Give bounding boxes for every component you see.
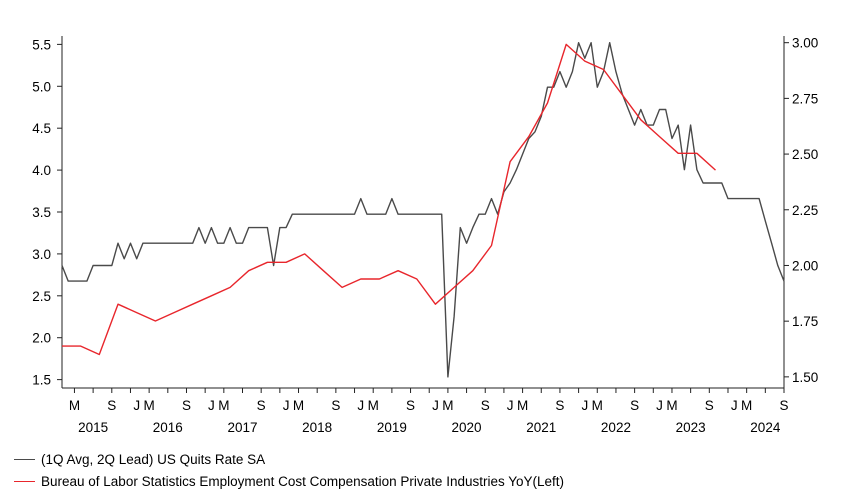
- x-year-label: 2015: [78, 420, 108, 435]
- left-tick-label: 5.0: [32, 79, 51, 94]
- x-month-label: J: [208, 398, 215, 413]
- x-month-label: M: [69, 398, 80, 413]
- left-tick-label: 2.0: [32, 331, 51, 346]
- x-month-label: S: [406, 398, 415, 413]
- x-year-label: 2019: [377, 420, 407, 435]
- chart-lines: [61, 42, 785, 378]
- x-month-label: J: [507, 398, 514, 413]
- right-tick-label: 2.00: [792, 258, 818, 273]
- x-month-label: M: [666, 398, 677, 413]
- left-tick-label: 3.0: [32, 247, 51, 262]
- x-month-label: M: [293, 398, 304, 413]
- x-month-label: S: [705, 398, 714, 413]
- left-tick-label: 4.5: [32, 121, 51, 136]
- right-tick-label: 2.25: [792, 203, 818, 218]
- x-year-label: 2020: [452, 420, 482, 435]
- x-year-label: 2023: [676, 420, 706, 435]
- right-tick-label: 2.75: [792, 91, 818, 106]
- x-month-label: M: [517, 398, 528, 413]
- legend-swatch-quits: [14, 459, 35, 460]
- left-tick-label: 5.5: [32, 37, 51, 52]
- left-tick-label: 3.5: [32, 205, 51, 220]
- x-month-label: J: [432, 398, 439, 413]
- right-tick-label: 2.50: [792, 147, 818, 162]
- x-month-label: S: [107, 398, 116, 413]
- x-month-label: M: [741, 398, 752, 413]
- x-month-label: J: [133, 398, 140, 413]
- x-month-label: S: [779, 398, 788, 413]
- x-month-label: M: [442, 398, 453, 413]
- right-tick-label: 3.00: [792, 36, 818, 51]
- x-year-label: 2022: [601, 420, 631, 435]
- x-year-label: 2024: [750, 420, 781, 435]
- chart-axes: [57, 36, 789, 393]
- x-month-label: J: [731, 398, 738, 413]
- right-tick-label: 1.50: [792, 370, 818, 385]
- legend-entry-ecc: Bureau of Labor Statistics Employment Co…: [14, 474, 564, 489]
- x-month-label: J: [656, 398, 663, 413]
- legend-label-ecc: Bureau of Labor Statistics Employment Co…: [41, 474, 565, 489]
- x-month-label: J: [581, 398, 588, 413]
- x-year-label: 2017: [227, 420, 257, 435]
- x-year-label: 2021: [526, 420, 556, 435]
- x-month-label: S: [331, 398, 340, 413]
- series-line-employment-cost: [62, 43, 716, 356]
- x-month-label: J: [283, 398, 290, 413]
- series-line-quits-rate: [61, 42, 785, 378]
- legend-label-quits: (1Q Avg, 2Q Lead) US Quits Rate SA: [41, 452, 266, 467]
- x-year-label: 2016: [153, 420, 183, 435]
- chart-tick-labels: 1.5 2.0 2.5 3.0 3.5 4.0 4.5 5.0 5.5 1.50 1.75 2.00 2…: [32, 36, 818, 435]
- left-tick-label: 1.5: [32, 373, 51, 388]
- x-month-label: M: [592, 398, 603, 413]
- x-month-label: S: [630, 398, 639, 413]
- x-year-label: 2018: [302, 420, 332, 435]
- x-month-label: M: [368, 398, 379, 413]
- x-month-label: M: [218, 398, 229, 413]
- left-tick-label: 4.0: [32, 163, 51, 178]
- left-tick-label: 2.5: [32, 289, 51, 304]
- x-month-label: S: [481, 398, 490, 413]
- x-month-label: M: [144, 398, 155, 413]
- x-month-label: J: [357, 398, 364, 413]
- x-month-label: S: [257, 398, 266, 413]
- right-tick-label: 1.75: [792, 314, 818, 329]
- legend-swatch-ecc: [14, 481, 35, 482]
- x-month-label: S: [555, 398, 564, 413]
- x-month-label: S: [182, 398, 191, 413]
- legend-entry-quits: (1Q Avg, 2Q Lead) US Quits Rate SA: [14, 452, 265, 467]
